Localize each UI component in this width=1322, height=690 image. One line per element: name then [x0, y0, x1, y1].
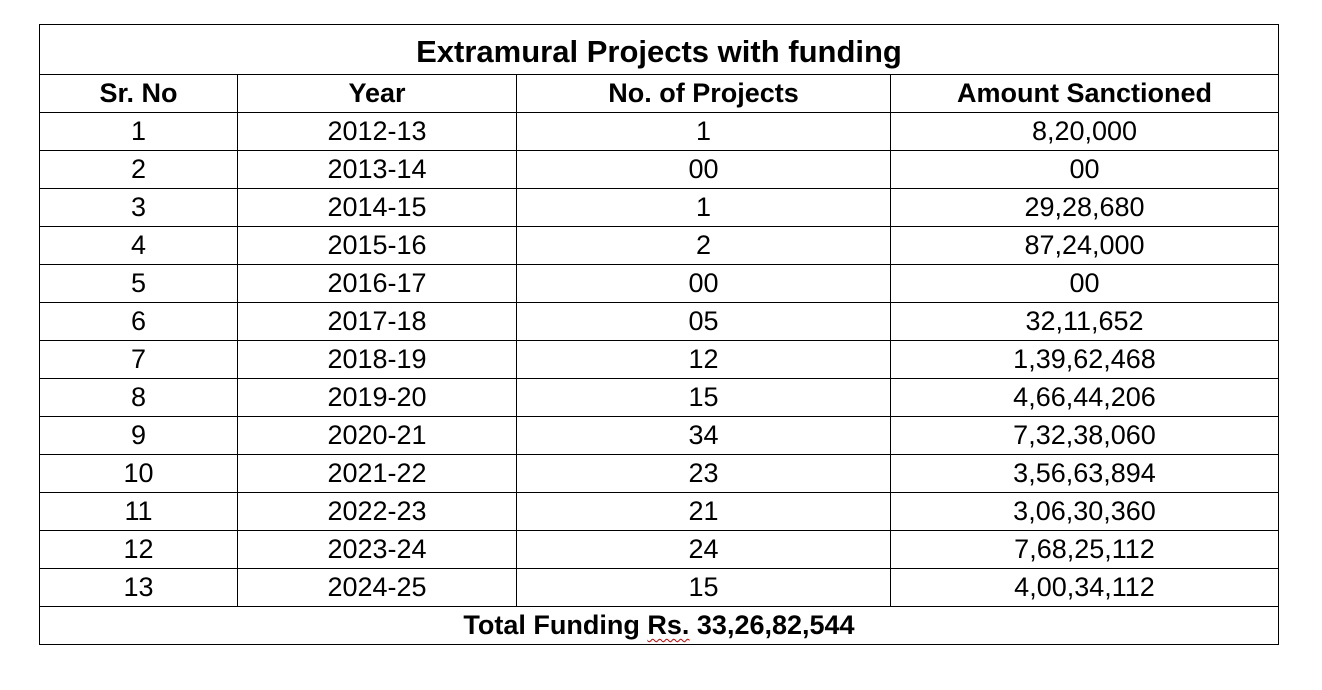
table-row: 3 2014-15 1 29,28,680 — [39, 188, 1279, 227]
cell-no-of-projects: 00 — [516, 150, 891, 189]
cell-sr-no: 7 — [39, 340, 238, 379]
header-year: Year — [237, 74, 517, 113]
cell-year: 2016-17 — [237, 264, 517, 303]
funding-table: Extramural Projects with funding Sr. No … — [39, 24, 1279, 645]
cell-no-of-projects: 2 — [516, 226, 891, 265]
cell-year: 2023-24 — [237, 530, 517, 569]
cell-year: 2014-15 — [237, 188, 517, 227]
cell-year: 2013-14 — [237, 150, 517, 189]
cell-sr-no: 13 — [39, 568, 238, 607]
header-amount-sanctioned: Amount Sanctioned — [890, 74, 1279, 113]
table-row: 7 2018-19 12 1,39,62,468 — [39, 340, 1279, 379]
cell-year: 2018-19 — [237, 340, 517, 379]
table-row: 13 2024-25 15 4,00,34,112 — [39, 568, 1279, 607]
cell-sr-no: 4 — [39, 226, 238, 265]
table-row: 6 2017-18 05 32,11,652 — [39, 302, 1279, 341]
cell-sr-no: 3 — [39, 188, 238, 227]
table-row: 10 2021-22 23 3,56,63,894 — [39, 454, 1279, 493]
table-row: 12 2023-24 24 7,68,25,112 — [39, 530, 1279, 569]
cell-sr-no: 10 — [39, 454, 238, 493]
cell-amount-sanctioned: 00 — [890, 150, 1279, 189]
total-funding: Total Funding Rs. 33,26,82,544 — [39, 606, 1279, 645]
cell-year: 2021-22 — [237, 454, 517, 493]
cell-amount-sanctioned: 3,06,30,360 — [890, 492, 1279, 531]
cell-no-of-projects: 1 — [516, 112, 891, 151]
cell-amount-sanctioned: 32,11,652 — [890, 302, 1279, 341]
cell-sr-no: 9 — [39, 416, 238, 455]
total-amount: 33,26,82,544 — [689, 610, 855, 640]
funding-table-wrapper: Extramural Projects with funding Sr. No … — [39, 24, 1279, 645]
cell-no-of-projects: 15 — [516, 378, 891, 417]
table-row: 9 2020-21 34 7,32,38,060 — [39, 416, 1279, 455]
total-currency: Rs. — [647, 610, 690, 640]
cell-sr-no: 1 — [39, 112, 238, 151]
cell-sr-no: 5 — [39, 264, 238, 303]
cell-no-of-projects: 1 — [516, 188, 891, 227]
cell-year: 2017-18 — [237, 302, 517, 341]
table-row: 1 2012-13 1 8,20,000 — [39, 112, 1279, 151]
title-row: Extramural Projects with funding — [39, 24, 1279, 75]
cell-no-of-projects: 24 — [516, 530, 891, 569]
cell-no-of-projects: 00 — [516, 264, 891, 303]
cell-amount-sanctioned: 7,32,38,060 — [890, 416, 1279, 455]
cell-amount-sanctioned: 1,39,62,468 — [890, 340, 1279, 379]
cell-sr-no: 12 — [39, 530, 238, 569]
total-row: Total Funding Rs. 33,26,82,544 — [39, 606, 1279, 645]
cell-sr-no: 11 — [39, 492, 238, 531]
table-row: 4 2015-16 2 87,24,000 — [39, 226, 1279, 265]
total-prefix: Total Funding — [463, 610, 648, 640]
table-title: Extramural Projects with funding — [39, 24, 1279, 75]
cell-amount-sanctioned: 4,66,44,206 — [890, 378, 1279, 417]
cell-amount-sanctioned: 29,28,680 — [890, 188, 1279, 227]
header-row: Sr. No Year No. of Projects Amount Sanct… — [39, 74, 1279, 113]
cell-year: 2019-20 — [237, 378, 517, 417]
cell-no-of-projects: 12 — [516, 340, 891, 379]
cell-no-of-projects: 21 — [516, 492, 891, 531]
cell-amount-sanctioned: 00 — [890, 264, 1279, 303]
header-no-of-projects: No. of Projects — [516, 74, 891, 113]
table-row: 8 2019-20 15 4,66,44,206 — [39, 378, 1279, 417]
table-row: 11 2022-23 21 3,06,30,360 — [39, 492, 1279, 531]
cell-amount-sanctioned: 87,24,000 — [890, 226, 1279, 265]
cell-sr-no: 6 — [39, 302, 238, 341]
header-sr-no: Sr. No — [39, 74, 238, 113]
table-body: 1 2012-13 1 8,20,000 2 2013-14 00 00 3 2014-15 1 29… — [39, 112, 1279, 607]
cell-year: 2024-25 — [237, 568, 517, 607]
cell-no-of-projects: 05 — [516, 302, 891, 341]
cell-year: 2012-13 — [237, 112, 517, 151]
cell-amount-sanctioned: 4,00,34,112 — [890, 568, 1279, 607]
table-row: 5 2016-17 00 00 — [39, 264, 1279, 303]
cell-sr-no: 8 — [39, 378, 238, 417]
cell-amount-sanctioned: 3,56,63,894 — [890, 454, 1279, 493]
table-row: 2 2013-14 00 00 — [39, 150, 1279, 189]
cell-year: 2022-23 — [237, 492, 517, 531]
cell-no-of-projects: 34 — [516, 416, 891, 455]
cell-no-of-projects: 23 — [516, 454, 891, 493]
cell-no-of-projects: 15 — [516, 568, 891, 607]
cell-amount-sanctioned: 8,20,000 — [890, 112, 1279, 151]
cell-sr-no: 2 — [39, 150, 238, 189]
cell-year: 2015-16 — [237, 226, 517, 265]
cell-amount-sanctioned: 7,68,25,112 — [890, 530, 1279, 569]
cell-year: 2020-21 — [237, 416, 517, 455]
